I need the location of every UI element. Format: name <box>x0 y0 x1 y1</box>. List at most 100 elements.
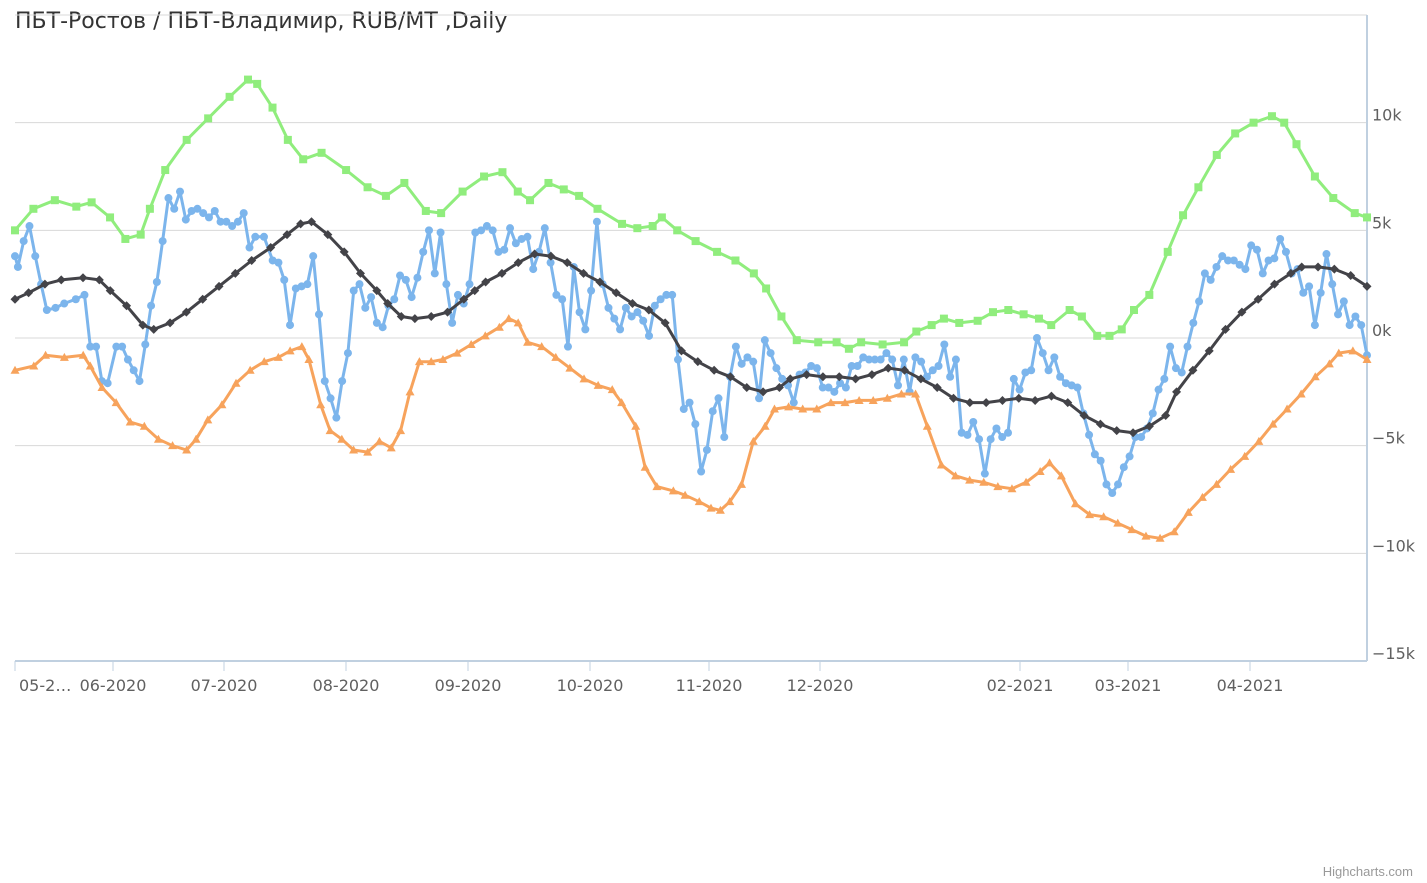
data-point[interactable] <box>680 490 690 499</box>
data-point[interactable] <box>307 217 317 227</box>
data-point[interactable] <box>769 404 779 413</box>
data-point[interactable] <box>853 361 862 370</box>
data-point[interactable] <box>165 318 175 328</box>
data-point[interactable] <box>627 312 636 321</box>
data-point[interactable] <box>766 349 775 358</box>
data-point[interactable] <box>980 469 989 478</box>
data-point[interactable] <box>122 301 132 311</box>
data-point[interactable] <box>652 482 662 491</box>
data-point[interactable] <box>1169 527 1179 536</box>
data-point[interactable] <box>1145 290 1154 299</box>
data-point[interactable] <box>610 314 619 323</box>
data-point[interactable] <box>998 433 1007 442</box>
data-point[interactable] <box>314 310 323 319</box>
data-point[interactable] <box>1063 398 1073 408</box>
data-point[interactable] <box>372 286 382 296</box>
data-point[interactable] <box>217 400 227 409</box>
data-point[interactable] <box>628 299 638 309</box>
data-point[interactable] <box>1015 385 1024 394</box>
data-point[interactable] <box>844 344 853 353</box>
data-point[interactable] <box>1171 364 1180 373</box>
data-point[interactable] <box>1241 265 1250 274</box>
data-point[interactable] <box>986 435 995 444</box>
data-point[interactable] <box>1212 262 1221 271</box>
data-point[interactable] <box>1125 452 1134 461</box>
data-point[interactable] <box>587 286 596 295</box>
data-point[interactable] <box>951 355 960 364</box>
data-point[interactable] <box>546 251 556 261</box>
data-point[interactable] <box>19 237 28 246</box>
data-point[interactable] <box>372 318 381 327</box>
data-point[interactable] <box>1034 314 1043 323</box>
data-point[interactable] <box>1004 306 1013 315</box>
data-point[interactable] <box>1329 194 1338 203</box>
data-point[interactable] <box>147 301 156 310</box>
data-point[interactable] <box>592 217 601 226</box>
data-point[interactable] <box>1346 271 1356 281</box>
data-point[interactable] <box>648 222 657 231</box>
data-point[interactable] <box>1282 404 1292 413</box>
data-point[interactable] <box>523 232 532 241</box>
data-point[interactable] <box>11 226 19 235</box>
data-point[interactable] <box>731 342 740 351</box>
data-point[interactable] <box>917 357 926 366</box>
data-point[interactable] <box>513 258 523 268</box>
data-point[interactable] <box>1249 118 1258 127</box>
data-point[interactable] <box>1056 471 1066 480</box>
data-point[interactable] <box>40 279 50 289</box>
data-point[interactable] <box>332 413 341 422</box>
data-point[interactable] <box>714 394 723 403</box>
data-point[interactable] <box>616 325 625 334</box>
data-point[interactable] <box>1218 252 1227 261</box>
data-point[interactable] <box>834 372 844 382</box>
data-point[interactable] <box>191 434 201 443</box>
data-point[interactable] <box>158 237 167 246</box>
data-point[interactable] <box>878 340 887 349</box>
data-point[interactable] <box>715 505 725 514</box>
data-point[interactable] <box>673 355 682 364</box>
data-point[interactable] <box>1297 262 1307 272</box>
data-point[interactable] <box>946 372 955 381</box>
data-point[interactable] <box>882 393 892 402</box>
data-point[interactable] <box>633 308 642 317</box>
data-point[interactable] <box>181 307 191 317</box>
data-point[interactable] <box>349 445 359 454</box>
data-point[interactable] <box>25 222 34 231</box>
data-point[interactable] <box>458 187 467 196</box>
data-point[interactable] <box>1035 467 1045 476</box>
data-point[interactable] <box>78 350 88 359</box>
data-point[interactable] <box>774 383 784 393</box>
data-point[interactable] <box>381 191 390 200</box>
data-point[interactable] <box>526 196 535 205</box>
data-point[interactable] <box>1253 294 1263 304</box>
data-point[interactable] <box>296 219 306 229</box>
data-point[interactable] <box>29 361 39 370</box>
data-point[interactable] <box>482 222 491 231</box>
data-point[interactable] <box>231 378 241 387</box>
data-point[interactable] <box>176 187 185 196</box>
data-point[interactable] <box>888 355 897 364</box>
data-point[interactable] <box>448 318 457 327</box>
data-point[interactable] <box>323 230 333 240</box>
data-point[interactable] <box>1270 279 1280 289</box>
data-point[interactable] <box>1046 391 1056 401</box>
data-point[interactable] <box>737 479 747 488</box>
data-point[interactable] <box>480 172 489 181</box>
data-point[interactable] <box>204 114 213 123</box>
data-point[interactable] <box>1032 334 1041 342</box>
data-point[interactable] <box>343 349 352 358</box>
data-point[interactable] <box>713 247 722 256</box>
data-point[interactable] <box>645 331 654 340</box>
data-point[interactable] <box>832 338 841 347</box>
data-point[interactable] <box>299 155 308 164</box>
data-point[interactable] <box>814 338 823 347</box>
data-point[interactable] <box>1231 129 1240 138</box>
data-point[interactable] <box>1166 342 1175 351</box>
data-point[interactable] <box>199 209 208 218</box>
data-point[interactable] <box>777 312 786 321</box>
data-point[interactable] <box>1267 112 1276 121</box>
data-point[interactable] <box>1229 256 1238 265</box>
data-point[interactable] <box>742 383 752 393</box>
data-point[interactable] <box>41 350 51 359</box>
data-point[interactable] <box>760 421 770 430</box>
